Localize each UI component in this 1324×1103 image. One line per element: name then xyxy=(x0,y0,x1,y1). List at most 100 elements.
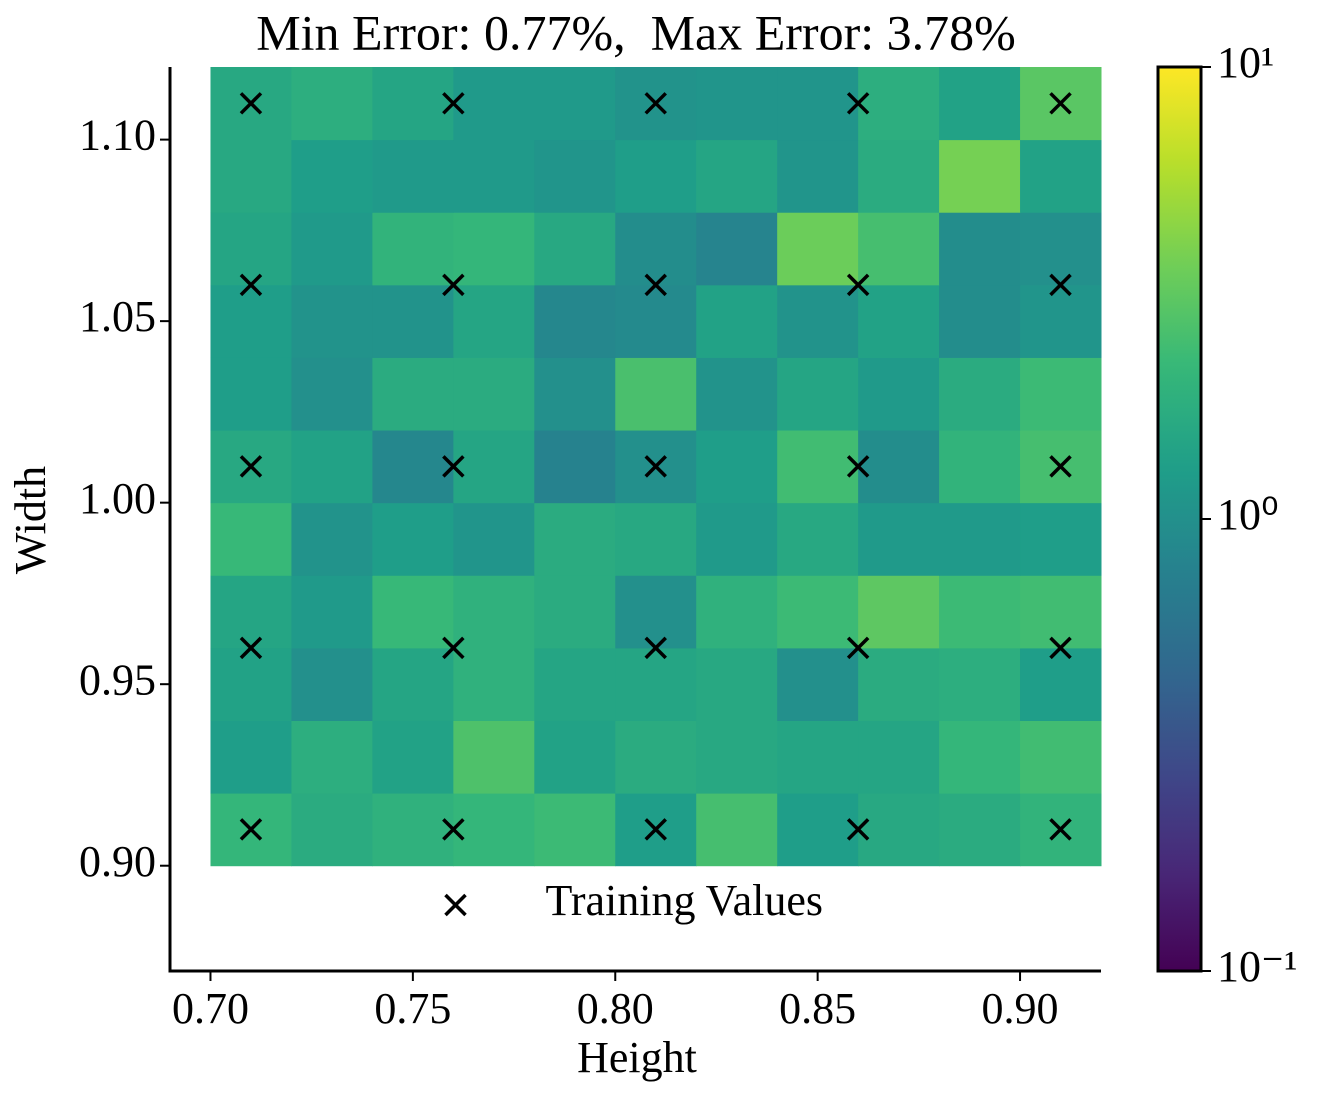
heatmap-cell xyxy=(453,139,535,213)
training-marker xyxy=(442,818,465,841)
heatmap-cell xyxy=(210,357,292,431)
x-axis-label: Height xyxy=(577,1033,697,1082)
marker-stroke xyxy=(1049,818,1072,841)
heatmap-cell xyxy=(534,212,616,286)
heatmap-cell xyxy=(696,793,778,867)
heatmap-cell xyxy=(210,647,292,721)
training-marker xyxy=(846,818,870,841)
training-marker xyxy=(846,455,870,478)
heatmap-cell xyxy=(939,212,1021,286)
heatmap-cell xyxy=(453,67,535,141)
heatmap-cell xyxy=(372,284,454,358)
heatmap-cell xyxy=(372,647,454,721)
heatmap-cell xyxy=(1020,357,1102,431)
heatmap-cell xyxy=(210,284,292,358)
marker-stroke xyxy=(239,636,263,660)
heatmap-cell xyxy=(453,357,535,431)
training-marker xyxy=(1049,455,1072,478)
heatmap-cell xyxy=(777,357,859,431)
marker-stroke xyxy=(1049,455,1072,478)
heatmap-cell xyxy=(696,67,778,141)
heatmap-cell xyxy=(777,720,859,794)
training-marker xyxy=(1049,92,1072,115)
heatmap-cell xyxy=(939,575,1021,649)
heatmap-cell xyxy=(291,284,373,358)
y-tick-label: 1.10 xyxy=(79,111,156,160)
heatmap-cell xyxy=(534,720,616,794)
heatmap-cell xyxy=(453,575,535,649)
heatmap-cell xyxy=(696,357,778,431)
y-tick-label: 0.95 xyxy=(79,655,156,704)
heatmap-cell xyxy=(615,139,697,213)
heatmap-cell xyxy=(453,720,535,794)
heatmap-cell xyxy=(696,284,778,358)
heatmap-cell xyxy=(858,284,940,358)
marker-stroke xyxy=(442,455,465,478)
heatmap-cell xyxy=(372,720,454,794)
marker-stroke xyxy=(644,455,667,478)
heatmap-cell xyxy=(534,284,616,358)
heatmap-cell xyxy=(777,575,859,649)
legend-marker xyxy=(444,893,467,917)
training-marker xyxy=(644,818,667,841)
x-tick-label: 0.70 xyxy=(172,984,249,1033)
heatmap-cell xyxy=(777,502,859,576)
training-marker xyxy=(442,92,465,115)
heatmap-cell xyxy=(291,647,373,721)
marker-stroke xyxy=(239,273,263,297)
heatmap-cell xyxy=(777,647,859,721)
heatmap-cell xyxy=(696,720,778,794)
y-axis-label: Width xyxy=(6,466,55,574)
training-marker xyxy=(442,273,465,297)
heatmap-cell xyxy=(939,502,1021,576)
heatmap-cell xyxy=(858,647,940,721)
training-marker xyxy=(846,636,870,660)
chart-title: Min Error: 0.77%, Max Error: 3.78% xyxy=(256,4,1016,60)
heatmap-cell xyxy=(372,67,454,141)
heatmap-cell xyxy=(372,212,454,286)
heatmap-cell xyxy=(291,575,373,649)
heatmap-cell xyxy=(372,357,454,431)
heatmap-cell xyxy=(453,793,535,867)
x-tick-label: 0.85 xyxy=(779,984,856,1033)
heatmap-cell xyxy=(615,357,697,431)
training-marker xyxy=(846,273,870,297)
heatmap-cell xyxy=(534,502,616,576)
heatmap-cell xyxy=(777,430,859,504)
heatmap-cell xyxy=(1020,720,1102,794)
heatmap-cell xyxy=(210,212,292,286)
heatmap-cell xyxy=(534,430,616,504)
colorbar-tick-label: 10⁰ xyxy=(1217,490,1279,539)
marker-stroke xyxy=(644,636,667,660)
heatmap-cell xyxy=(615,720,697,794)
heatmap-cell xyxy=(615,502,697,576)
heatmap-cell xyxy=(372,139,454,213)
training-marker xyxy=(239,455,263,478)
heatmap-cell xyxy=(858,212,940,286)
marker-stroke xyxy=(846,455,870,478)
marker-stroke xyxy=(442,636,465,660)
marker-stroke xyxy=(442,273,465,297)
heatmap-cell xyxy=(210,139,292,213)
heatmap-cell xyxy=(858,793,940,867)
heatmap-cell xyxy=(291,793,373,867)
legend: Training Values xyxy=(444,876,823,925)
x-tick-label: 0.80 xyxy=(577,984,654,1033)
heatmap-cell xyxy=(696,502,778,576)
heatmap-cell xyxy=(372,793,454,867)
heatmap-cell xyxy=(615,212,697,286)
heatmap-cell xyxy=(291,720,373,794)
marker-stroke xyxy=(442,818,465,841)
heatmap-cell xyxy=(372,575,454,649)
heatmap-cell xyxy=(858,720,940,794)
heatmap-cell xyxy=(939,67,1021,141)
heatmap-cell xyxy=(777,139,859,213)
marker-stroke xyxy=(644,273,667,297)
heatmap-cell xyxy=(1020,575,1102,649)
heatmap-cell xyxy=(858,357,940,431)
training-marker xyxy=(846,92,870,115)
heatmap-cell xyxy=(1020,139,1102,213)
y-tick-label: 1.05 xyxy=(79,292,156,341)
heatmap-cell xyxy=(777,67,859,141)
